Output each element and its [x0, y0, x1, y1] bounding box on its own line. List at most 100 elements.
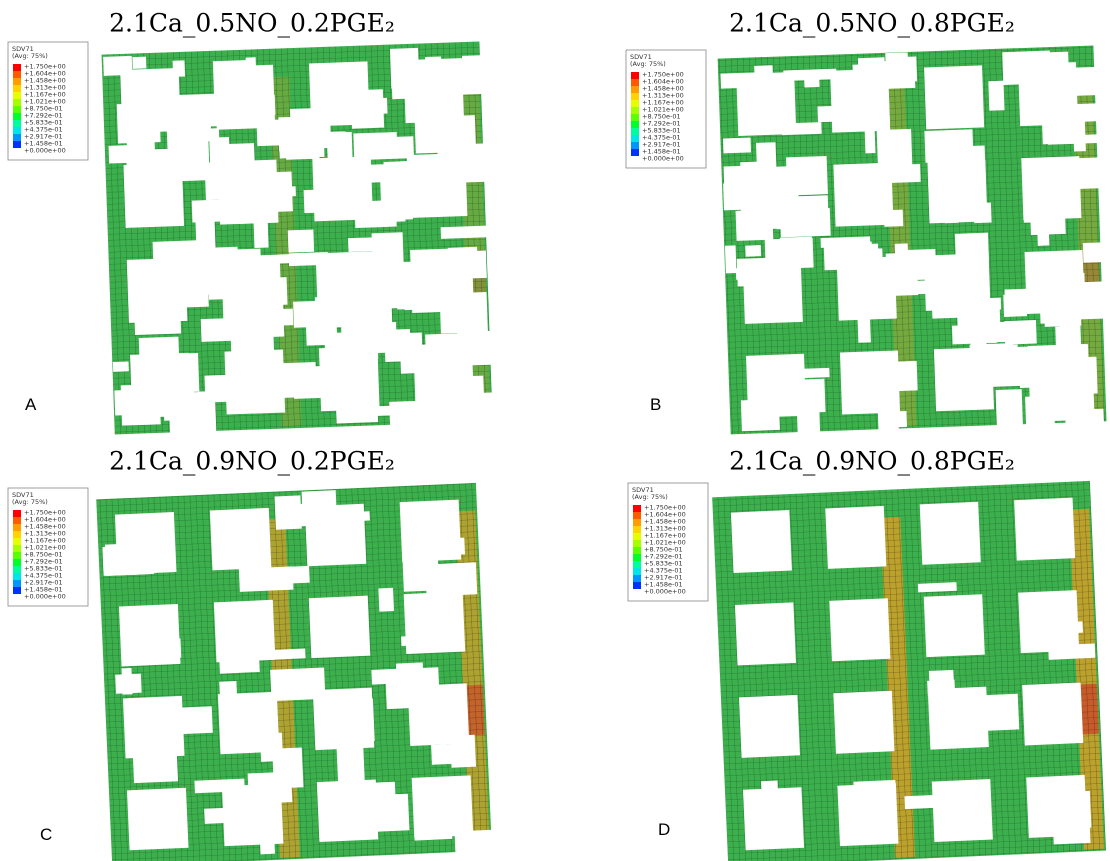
mesh — [712, 480, 1106, 861]
mesh-hole — [1022, 682, 1084, 746]
mesh-gap — [425, 562, 478, 597]
mesh-hole — [919, 501, 981, 565]
mesh-gap — [132, 744, 179, 784]
mesh-gap — [956, 304, 1001, 332]
mesh-gap — [876, 360, 918, 392]
legend-label: +1.750e+00 — [24, 509, 66, 517]
legend-variable: SDV71 — [12, 45, 34, 53]
mesh-hole — [730, 510, 792, 574]
mesh-gap — [917, 582, 957, 593]
mesh-gap — [162, 706, 213, 735]
mesh-gap — [247, 94, 276, 116]
mesh-gap — [853, 779, 897, 800]
mesh-hole — [209, 507, 272, 571]
mesh-gap — [935, 197, 972, 222]
mesh-gap — [270, 667, 326, 702]
mesh-gap — [132, 148, 187, 161]
mesh-gap — [409, 537, 466, 557]
mesh-gap — [285, 137, 320, 160]
legend: SDV71(Avg: 75%) +1.750e+00+1.604e+00 +1.45… — [7, 41, 89, 161]
mesh-gap — [1060, 103, 1100, 123]
legend-label: +1.604e+00 — [644, 511, 686, 519]
legend-label: +0.000e+00 — [644, 588, 686, 596]
mesh-gap — [1068, 287, 1110, 298]
panel-title: 2.1Ca_0.5NO_0.2PGE₂ — [109, 9, 395, 38]
mesh-gap — [389, 47, 420, 89]
panel-letter: A — [25, 395, 37, 414]
mesh-gap — [1082, 241, 1110, 263]
mesh-hole — [833, 162, 894, 227]
mesh-gap — [230, 311, 275, 326]
mesh-gap — [1052, 824, 1091, 845]
mesh-gap — [253, 217, 269, 249]
legend-box — [627, 482, 709, 602]
mesh-hole — [1018, 590, 1080, 654]
mesh-gap — [954, 145, 986, 181]
mesh-gap — [212, 143, 256, 180]
legend-swatch — [633, 547, 641, 554]
legend-label: +1.458e-01 — [24, 586, 63, 594]
legend-label: +4.375e-01 — [24, 572, 63, 580]
mesh-gap — [820, 236, 871, 248]
mesh-gap — [1072, 156, 1110, 190]
legend-averaging: (Avg: 75%) — [12, 52, 48, 60]
mesh — [96, 482, 504, 861]
mesh-gap — [102, 545, 139, 576]
mesh-gap — [134, 319, 182, 336]
mesh-gap — [969, 343, 1014, 357]
legend-swatch — [13, 510, 21, 517]
mesh-gap — [927, 679, 956, 697]
mesh-hole — [1014, 497, 1076, 561]
mesh-gap — [280, 565, 310, 584]
mesh-gap — [1047, 134, 1100, 145]
legend-label: +1.458e-01 — [24, 140, 63, 148]
mesh-gap — [159, 400, 202, 416]
mesh-gap — [143, 284, 157, 295]
mesh-gap — [305, 323, 338, 346]
panel-letter: D — [658, 820, 670, 839]
mesh-gap — [194, 778, 245, 794]
mesh-hole — [923, 594, 985, 658]
legend-swatch — [633, 540, 641, 547]
legend-label: +1.604e+00 — [24, 516, 66, 524]
mesh-gap — [338, 511, 370, 522]
legend-swatch — [631, 79, 639, 86]
mesh-gap — [817, 105, 858, 123]
legend-label: +0.000e+00 — [642, 155, 684, 163]
legend-label: +1.167e+00 — [642, 99, 684, 107]
mesh-gap — [236, 277, 288, 307]
mesh-gap — [1070, 790, 1092, 829]
mesh-gap — [347, 237, 379, 252]
mesh-gap — [339, 201, 395, 219]
mesh-gap — [1048, 643, 1096, 660]
legend-swatch — [13, 531, 21, 538]
legend-label: +1.750e+00 — [24, 63, 66, 71]
legend-swatch — [633, 505, 641, 512]
mesh-gap — [369, 405, 411, 417]
mesh-gap — [779, 366, 800, 388]
legend-swatch — [633, 519, 641, 526]
panel-title: 2.1Ca_0.5NO_0.8PGE₂ — [729, 9, 1015, 38]
legend-label: +1.458e+00 — [642, 85, 684, 93]
legend-label: +1.604e+00 — [24, 70, 66, 78]
mesh-gap — [194, 246, 239, 276]
legend-label: +5.833e-01 — [644, 560, 683, 568]
mesh-gap — [1039, 302, 1061, 324]
mesh-gap — [878, 163, 921, 184]
mesh-gap — [236, 374, 264, 386]
legend-label: +7.292e-01 — [644, 553, 683, 561]
mesh-gap — [315, 621, 362, 639]
legend-label: +8.750e-01 — [644, 546, 683, 554]
legend-label: +1.458e+00 — [24, 523, 66, 531]
legend-swatch — [13, 78, 21, 85]
mesh-hot-zone — [269, 76, 302, 427]
mesh-gap — [404, 294, 450, 311]
legend-swatch — [631, 142, 639, 149]
mesh-gap — [796, 407, 821, 441]
mesh-gap — [379, 794, 402, 821]
legend-label: +1.021e+00 — [24, 544, 66, 552]
legend-label: +1.167e+00 — [644, 532, 686, 540]
mesh-gap — [461, 54, 517, 75]
mesh-gap — [278, 253, 298, 264]
